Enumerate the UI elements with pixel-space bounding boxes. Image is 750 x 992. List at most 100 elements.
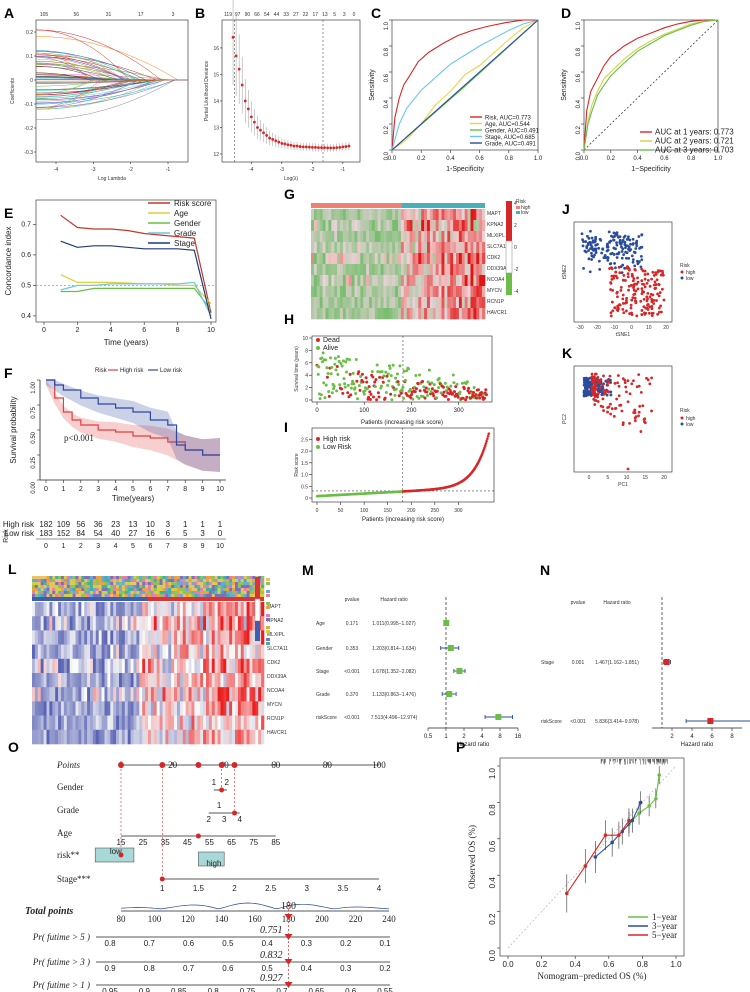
heatmap-cell [435,231,439,243]
heatmap-cell [328,308,332,320]
legend-title: Risk [680,408,690,414]
annotation-cell [243,582,247,585]
dead-point [465,395,469,399]
heatmap-cell [400,220,405,232]
annotation-cell [95,582,99,585]
coefficient-path [35,56,188,81]
annotation-cell [182,585,186,588]
high-point [633,267,637,271]
annotation-cell [87,594,91,597]
heatmap-cell [418,231,422,243]
heatmap-cell [400,308,405,320]
x-tick-label: 0.8 [687,156,696,162]
high-point [602,374,605,378]
legend-label: high [686,416,696,422]
alive-point [379,384,383,388]
calibration-point [654,796,658,801]
panel-label-k: K [562,345,572,361]
heatmap-cell [464,220,468,232]
heatmap-cell [325,286,329,298]
heatmap-cell [412,231,416,243]
heatmap-cell [479,242,483,254]
heatmap-cell [243,715,247,731]
heatmap-cell [32,630,36,645]
heatmap-cell [200,644,204,660]
dead-point [446,398,450,402]
heatmap-cell [441,275,445,287]
heatmap-cell [165,701,169,716]
heatmap-cell [182,658,186,674]
risk-table-tick: 10 [216,543,224,550]
annotation-cell [223,582,227,585]
heatmap-cell [63,658,68,674]
heatmap-cell [319,275,323,287]
heatmap-cell [328,264,332,276]
dead-point [371,395,375,399]
low-point [615,252,619,256]
heatmap-cell [203,715,207,731]
tick-label: 1.5 [193,884,205,893]
heatmap-cell [398,264,402,276]
heatmap-cell [467,209,471,221]
annotation-cell [229,588,233,591]
heatmap-cell [139,715,143,731]
high-point [609,281,613,284]
heatmap-cell [479,220,483,232]
heatmap-cell [316,297,320,309]
heatmap-cell [255,673,259,688]
heatmap-cell [200,658,204,674]
heatmap-cell [84,729,88,745]
x-tick-label: 0.8 [637,960,649,969]
heatmap-cell [246,729,250,745]
probability-marker [284,982,293,988]
gene-label: DDX39A [487,266,507,272]
heatmap-cell [159,673,163,688]
annotation-cell [72,591,76,594]
heatmap-cell [447,286,451,298]
heatmap-cell [119,602,123,617]
annotation-cell [148,576,152,579]
column-header: pvalue [571,600,586,606]
annotation-cell [179,585,184,588]
low-point [602,256,606,260]
heatmap-cell [75,658,79,674]
heatmap-cell [34,701,39,716]
heatmap-cell [337,286,341,298]
tick-label: 0.85 [171,987,187,992]
annotation-cell [139,576,143,579]
dead-point [369,392,373,396]
risk-table-tick: 4 [114,543,118,550]
x-tick-label: 9 [201,486,205,493]
p-value: <0.001 [570,719,586,725]
heatmap-cell [171,630,175,645]
x-tick-label: 7 [166,486,170,493]
annotation-cell [78,576,82,579]
alive-point [363,389,367,393]
heatmap-cell [127,673,131,688]
heatmap-cell [84,630,88,645]
top-tick-label: 17 [312,12,318,18]
calibration-point [583,864,588,868]
chart-g: MAPTKPNA2MLXIPLSLC7A11CDK2DDX39ANCOA4MYC… [311,199,531,320]
low-point [615,233,619,237]
alive-point [342,377,346,381]
heatmap-cell [107,701,111,716]
high-point [590,385,594,388]
tick-label: 0.8 [104,939,116,948]
heatmap-cell [377,242,381,254]
heatmap-cell [374,297,378,309]
annotation-cell [127,594,131,597]
low-point [631,260,635,264]
x-axis-title: Log(λ) [284,176,299,182]
annotation-cell [43,579,47,582]
heatmap-cell [243,644,247,660]
annotation-cell [46,582,50,585]
heatmap-cell [406,231,410,243]
annotation-cell [214,576,218,579]
legend-label: AUC at 2 years: 0.721 [655,137,734,146]
annotation-cell [174,588,178,591]
p-value-label: p<0.001 [64,433,94,443]
heatmap-cell [432,220,436,232]
heatmap-cell [226,701,230,716]
